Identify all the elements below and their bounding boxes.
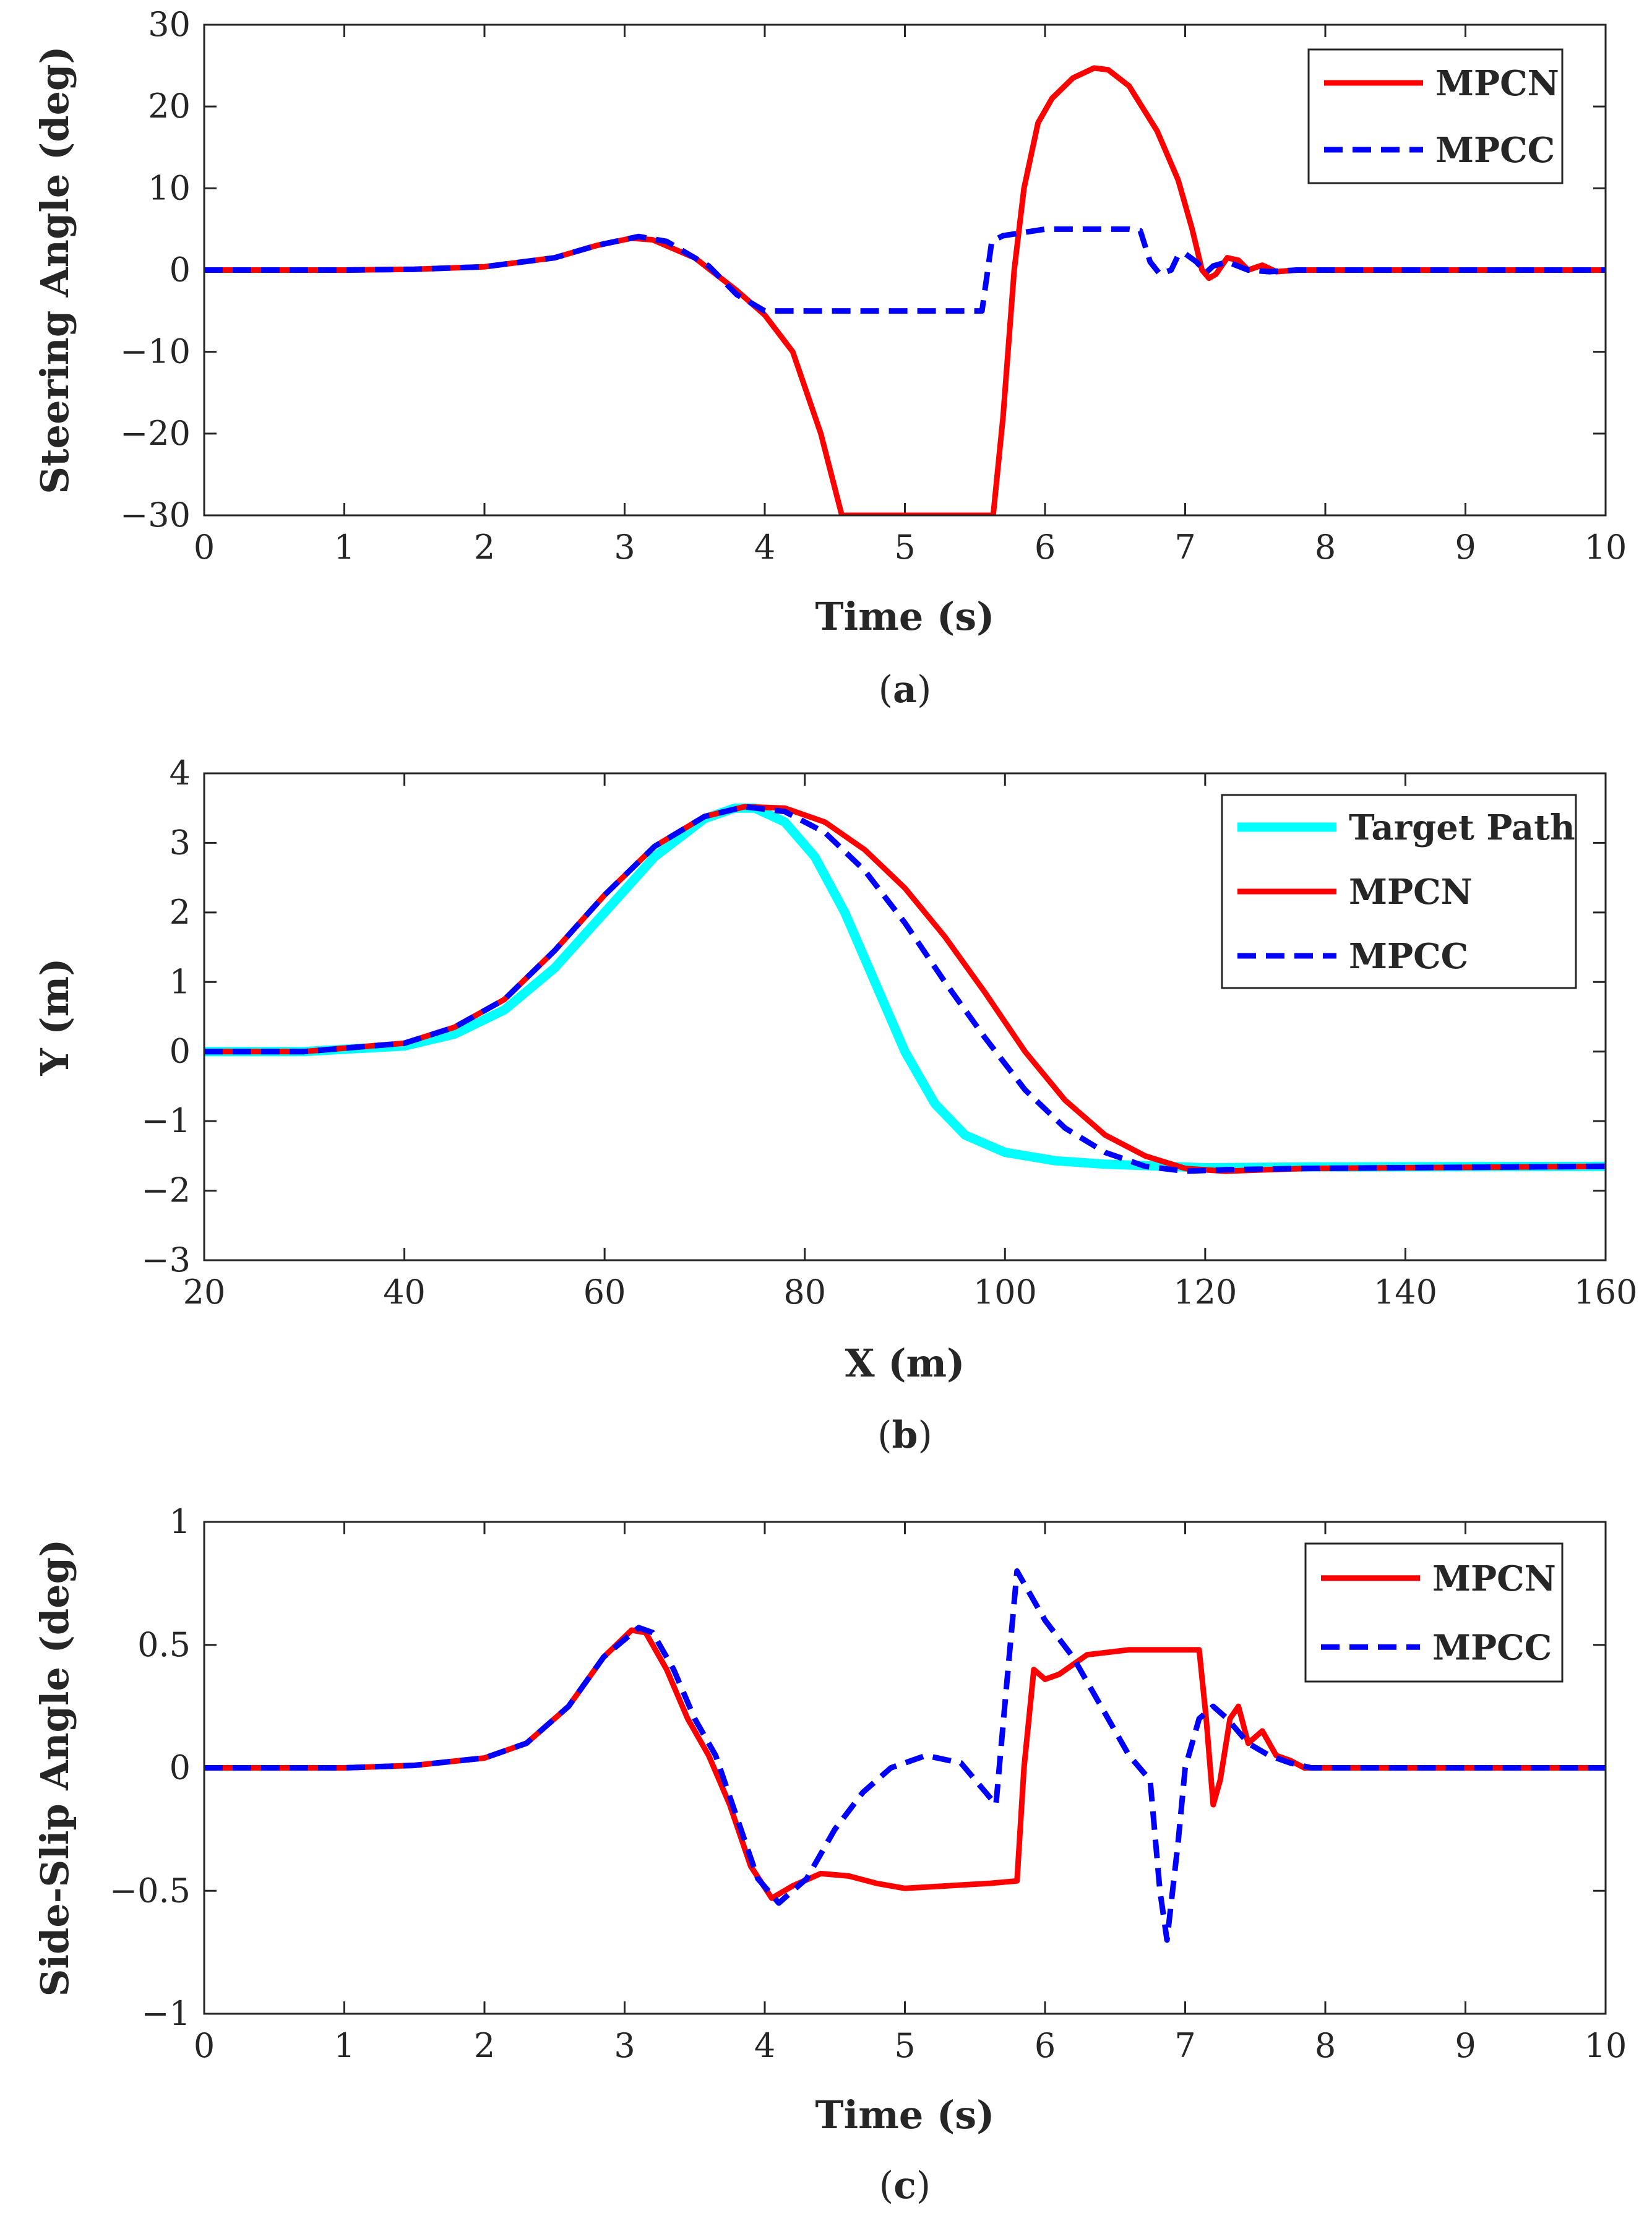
y-tick-label: 10 [148,168,191,207]
caption-close-paren: ) [918,1414,932,1457]
x-axis-label: X (m) [845,1341,965,1386]
y-axis-label: Steering Angle (deg) [32,46,77,494]
caption-letter: c [893,2164,916,2207]
y-tick-label: −1 [141,1994,191,2033]
y-tick-label: −10 [120,332,191,371]
x-tick-label: 60 [583,1273,626,1312]
axes-box [203,1521,1607,2015]
x-tick-label: 0 [194,2026,215,2065]
y-tick-label: 1 [170,962,191,1001]
x-axis-label: Time (s) [815,594,995,639]
y-tick-label: −30 [120,496,191,535]
y-tick-label: 0.5 [137,1625,191,1664]
panel-a-steering-angle: 0 1 2 3 4 5 6 7 8 9 10 −30 −20 −10 0 10 20 30 Time (s) Stee… [32,5,1627,711]
x-tick-label: 40 [383,1273,426,1312]
x-tick-label: 0 [194,528,215,567]
x-tick-label: 140 [1374,1273,1437,1312]
x-tick-label: 6 [1035,2026,1056,2065]
y-tick-label: 2 [170,893,191,932]
legend-label-mpcn: MPCN [1435,63,1559,104]
caption-open-paren: ( [879,2164,893,2207]
legend-label-mpcn: MPCN [1349,872,1473,913]
x-tick-label: 10 [1585,528,1627,567]
series-line-mpcn [204,1627,1606,1901]
panel-b-path: 20 40 60 80 100 120 140 160 −3 −2 −1 0 1 2 3 4 X (m) Y (m… [32,754,1638,1457]
axes-box [203,24,1607,517]
x-tick-label: 160 [1573,1273,1637,1312]
x-tick-label: 1 [333,528,355,567]
x-tick-label: 5 [894,528,915,567]
legend-label-mpcc: MPCC [1349,936,1468,977]
legend-label-mpcc: MPCC [1435,130,1555,171]
x-tick-label: 4 [754,528,775,567]
legend-box [1307,48,1564,184]
series-line-mpcc [204,804,1606,1174]
caption-letter: a [893,668,917,711]
panel-caption: (b) [877,1414,932,1457]
y-tick-label: 30 [148,5,191,44]
x-tick-label: 10 [1585,2026,1627,2065]
x-tick-label: 9 [1455,528,1476,567]
x-tick-label: 120 [1173,1273,1237,1312]
panel-c-side-slip-angle: 0 1 2 3 4 5 6 7 8 9 10 −1 −0.5 0 0.5 1 Time (s) Side-Slip… [32,1502,1627,2207]
y-tick-label: −20 [120,414,191,453]
x-tick-label: 3 [614,528,635,567]
x-tick-label: 80 [783,1273,826,1312]
x-tick-label: 2 [474,528,495,567]
legend-label-mpcn: MPCN [1432,1558,1556,1599]
series-line-mpcc [204,226,1606,314]
panel-caption: (c) [879,2164,931,2207]
y-tick-label: −1 [141,1101,191,1140]
y-tick-label: 0 [170,251,191,290]
y-tick-label: 1 [170,1502,191,1541]
caption-letter: b [892,1414,918,1457]
x-tick-label: 8 [1315,2026,1336,2065]
caption-open-paren: ( [877,1414,892,1457]
x-tick-label: 6 [1035,528,1056,567]
y-axis-label: Side-Slip Angle (deg) [32,1539,77,1997]
y-tick-label: −3 [141,1240,191,1279]
x-tick-label: 7 [1174,528,1195,567]
y-tick-label: 0 [170,1748,191,1787]
y-tick-label: 4 [170,754,191,793]
x-tick-label: 4 [754,2026,775,2065]
y-axis-label: Y (m) [32,958,77,1076]
x-tick-label: 8 [1315,528,1336,567]
x-axis-label: Time (s) [815,2092,995,2137]
x-tick-label: 2 [474,2026,495,2065]
panel-caption: (a) [879,668,932,711]
y-tick-label: 20 [148,87,191,126]
x-tick-label: 1 [333,2026,355,2065]
y-tick-label: −2 [141,1171,191,1210]
caption-close-paren: ) [917,668,931,711]
x-tick-label: 5 [894,2026,915,2065]
caption-close-paren: ) [916,2164,931,2207]
y-tick-label: −0.5 [110,1871,191,1910]
x-tick-label: 100 [973,1273,1037,1312]
y-tick-label: 0 [170,1032,191,1071]
y-tick-label: 3 [170,823,191,862]
legend-label-target-path: Target Path [1349,807,1575,848]
series-line-mpcc [204,1568,1606,1943]
x-tick-label: 9 [1455,2026,1476,2065]
caption-open-paren: ( [879,668,893,711]
x-tick-label: 20 [183,1273,226,1312]
series-line-target-path [204,803,1606,1172]
x-tick-label: 3 [614,2026,635,2065]
x-tick-label: 7 [1174,2026,1195,2065]
legend-label-mpcc: MPCC [1432,1627,1552,1668]
axes-box [203,772,1607,1261]
legend-box [1304,1542,1564,1683]
